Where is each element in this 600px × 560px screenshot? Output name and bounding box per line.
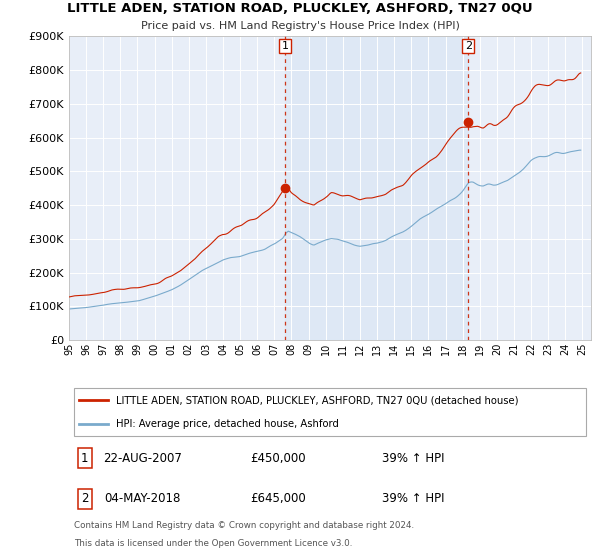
Text: 1: 1 — [282, 41, 289, 51]
Text: 14: 14 — [389, 343, 399, 354]
Text: 25: 25 — [577, 343, 587, 355]
Text: £450,000: £450,000 — [250, 451, 305, 465]
Text: 39% ↑ HPI: 39% ↑ HPI — [382, 451, 445, 465]
Text: 99: 99 — [133, 343, 142, 354]
Text: 17: 17 — [440, 343, 451, 355]
Text: 04: 04 — [218, 343, 228, 354]
Text: 07: 07 — [269, 343, 280, 355]
Text: 15: 15 — [406, 343, 416, 355]
Text: 02: 02 — [184, 343, 194, 355]
Text: 22: 22 — [526, 343, 536, 355]
Text: 98: 98 — [115, 343, 125, 354]
Text: 2: 2 — [81, 492, 88, 505]
Text: 21: 21 — [509, 343, 519, 355]
Text: 01: 01 — [167, 343, 176, 354]
Text: 09: 09 — [304, 343, 314, 354]
Text: 1: 1 — [81, 451, 88, 465]
Text: 08: 08 — [286, 343, 296, 354]
Text: Contains HM Land Registry data © Crown copyright and database right 2024.: Contains HM Land Registry data © Crown c… — [74, 521, 415, 530]
Text: 03: 03 — [201, 343, 211, 354]
Text: 20: 20 — [492, 343, 502, 355]
FancyBboxPatch shape — [74, 388, 586, 436]
Text: 22-AUG-2007: 22-AUG-2007 — [103, 451, 182, 465]
Text: 04-MAY-2018: 04-MAY-2018 — [104, 492, 180, 505]
Text: 97: 97 — [98, 343, 108, 355]
Text: 10: 10 — [321, 343, 331, 354]
Text: 24: 24 — [560, 343, 571, 355]
Text: 12: 12 — [355, 343, 365, 355]
Text: 96: 96 — [81, 343, 91, 354]
Text: 13: 13 — [372, 343, 382, 354]
Text: LITTLE ADEN, STATION ROAD, PLUCKLEY, ASHFORD, TN27 0QU: LITTLE ADEN, STATION ROAD, PLUCKLEY, ASH… — [67, 2, 533, 15]
Text: Price paid vs. HM Land Registry's House Price Index (HPI): Price paid vs. HM Land Registry's House … — [140, 21, 460, 31]
Text: 16: 16 — [424, 343, 433, 354]
Text: 06: 06 — [252, 343, 262, 354]
Text: HPI: Average price, detached house, Ashford: HPI: Average price, detached house, Ashf… — [116, 419, 339, 429]
Text: 00: 00 — [149, 343, 160, 354]
Text: This data is licensed under the Open Government Licence v3.0.: This data is licensed under the Open Gov… — [74, 539, 353, 548]
Text: 05: 05 — [235, 343, 245, 355]
Text: 39% ↑ HPI: 39% ↑ HPI — [382, 492, 445, 505]
Text: 2: 2 — [465, 41, 472, 51]
Bar — [286, 36, 469, 340]
Text: £645,000: £645,000 — [250, 492, 305, 505]
Text: 95: 95 — [64, 343, 74, 355]
Text: 18: 18 — [458, 343, 467, 354]
Text: LITTLE ADEN, STATION ROAD, PLUCKLEY, ASHFORD, TN27 0QU (detached house): LITTLE ADEN, STATION ROAD, PLUCKLEY, ASH… — [116, 395, 518, 405]
Text: 11: 11 — [338, 343, 348, 354]
Text: 19: 19 — [475, 343, 485, 354]
Text: 23: 23 — [543, 343, 553, 355]
